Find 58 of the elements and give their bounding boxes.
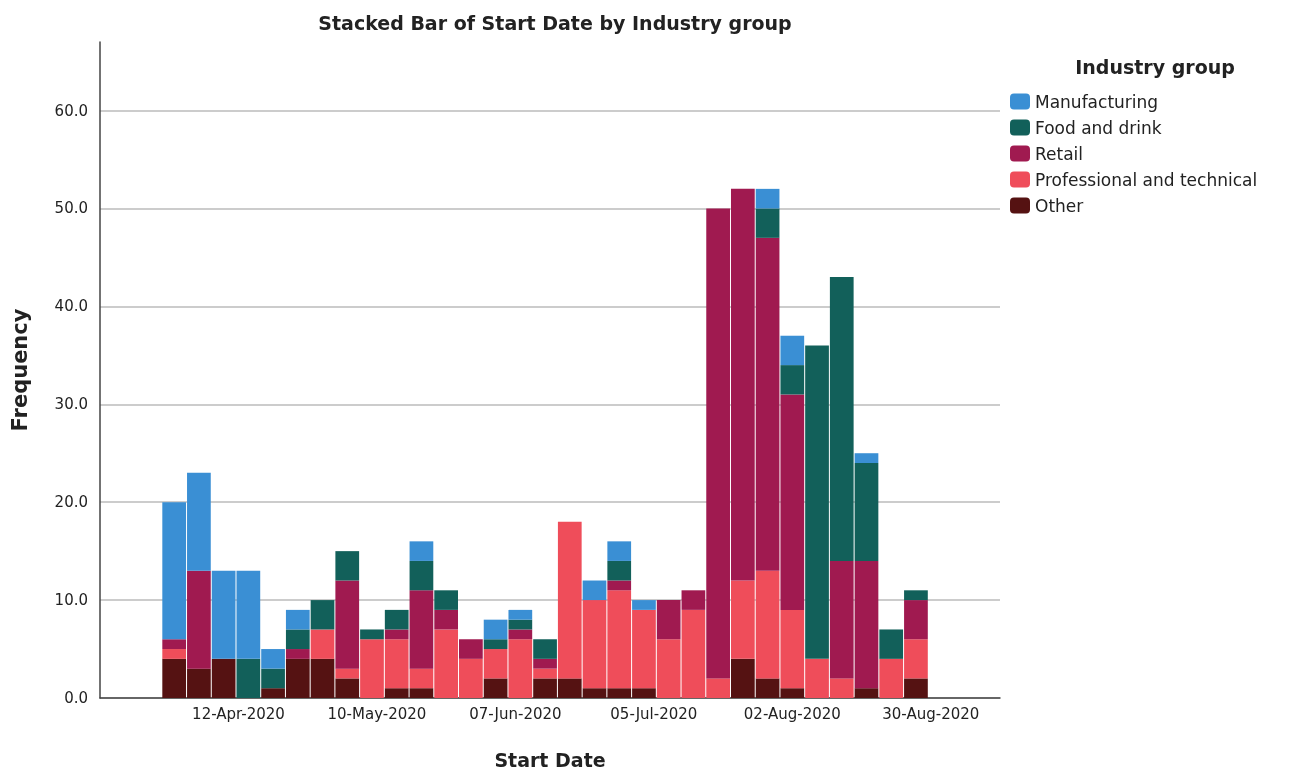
chart-title: Stacked Bar of Start Date by Industry group xyxy=(318,11,792,34)
legend-label: Retail xyxy=(1035,143,1084,164)
y-tick-label: 20.0 xyxy=(54,493,88,512)
y-tick-label: 10.0 xyxy=(54,591,88,610)
bar xyxy=(607,560,632,581)
x-tick-label: 07-Jun-2020 xyxy=(469,704,562,723)
y-tick-label: 50.0 xyxy=(54,199,88,218)
bar xyxy=(755,188,780,209)
bar xyxy=(360,629,384,640)
legend-title: Industry group xyxy=(1075,55,1235,78)
bar xyxy=(904,600,928,640)
bar xyxy=(904,590,928,601)
bar xyxy=(335,551,360,581)
legend-label: Food and drink xyxy=(1035,117,1162,138)
bar xyxy=(409,560,434,591)
bar xyxy=(384,609,409,630)
bar xyxy=(508,629,533,640)
bar xyxy=(607,541,632,561)
x-tick-label: 12-Apr-2020 xyxy=(192,704,285,723)
bar xyxy=(285,609,310,630)
x-axis-title: Start Date xyxy=(494,748,606,771)
bar xyxy=(780,335,805,366)
bar xyxy=(335,580,360,669)
bar xyxy=(854,688,879,698)
legend-label: Professional and technical xyxy=(1035,169,1258,190)
bar xyxy=(459,639,483,659)
bar xyxy=(607,580,632,591)
bar xyxy=(310,600,335,630)
bar xyxy=(533,639,557,659)
legend-label: Manufacturing xyxy=(1035,91,1159,112)
bar xyxy=(879,629,904,659)
bar xyxy=(409,541,434,561)
legend-label: Other xyxy=(1035,195,1084,216)
x-tick-label: 02-Aug-2020 xyxy=(743,704,841,723)
bar xyxy=(285,629,310,650)
x-tick-label: 30-Aug-2020 xyxy=(882,704,980,723)
bar xyxy=(755,208,780,238)
bar xyxy=(483,678,508,698)
bar xyxy=(310,629,335,659)
x-tick-label: 10-May-2020 xyxy=(327,704,427,723)
bar xyxy=(285,649,310,659)
y-tick-label: 30.0 xyxy=(54,395,88,414)
x-tick-label: 05-Jul-2020 xyxy=(610,704,698,723)
bar xyxy=(904,678,928,698)
bar xyxy=(508,619,533,630)
y-axis-title: Frequency xyxy=(7,308,32,432)
bar xyxy=(483,619,508,640)
y-tick-label: 60.0 xyxy=(54,101,88,120)
bar xyxy=(508,609,533,620)
bar xyxy=(434,590,459,610)
bar xyxy=(533,658,557,669)
bar xyxy=(632,600,656,610)
bar xyxy=(483,639,508,650)
bar xyxy=(854,453,879,464)
bar xyxy=(582,580,607,601)
y-tick-label: 40.0 xyxy=(54,297,88,316)
bar xyxy=(162,649,187,659)
y-tick-label: 0.0 xyxy=(64,689,88,707)
